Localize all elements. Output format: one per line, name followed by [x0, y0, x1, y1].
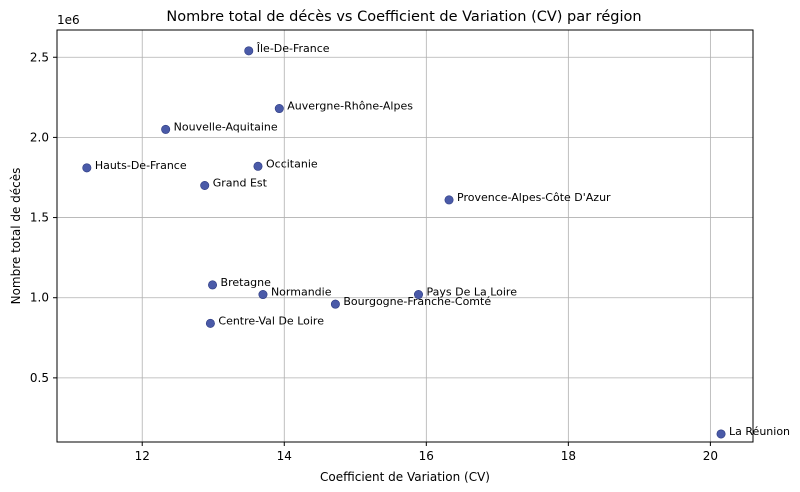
points-layer: Île-De-France Auvergne-Rhône-Alpes Nouvell… — [82, 42, 790, 439]
data-point — [205, 318, 215, 328]
grid-layer — [57, 30, 753, 442]
data-point — [330, 299, 340, 309]
point-label: Normandie — [271, 286, 332, 299]
x-tick-label: 18 — [561, 449, 576, 463]
point-label: Pays De La Loire — [426, 286, 517, 299]
data-point — [200, 181, 210, 191]
y-offset-label: 1e6 — [57, 13, 80, 27]
y-tick-label: 1.0 — [30, 291, 49, 305]
point-label: La Réunion — [729, 425, 790, 438]
data-point — [413, 290, 423, 300]
x-tick-label: 20 — [703, 449, 718, 463]
point-label: Bretagne — [221, 276, 272, 289]
y-tick-label: 1.5 — [30, 211, 49, 225]
point-label: Hauts-De-France — [95, 159, 187, 172]
y-tick-label: 0.5 — [30, 371, 49, 385]
point-label: Occitanie — [266, 157, 318, 170]
data-point — [244, 46, 254, 56]
plot-frame — [56, 29, 754, 443]
y-tick-label: 2.0 — [30, 130, 49, 144]
point-label: Bourgogne-Franche-Comté — [343, 295, 491, 308]
point-label: Île-De-France — [256, 42, 330, 55]
data-point — [716, 429, 726, 439]
y-tick-label: 2.5 — [30, 50, 49, 64]
x-tick-label: 14 — [277, 449, 292, 463]
x-axis-label: Coefficient de Variation (CV) — [320, 470, 490, 484]
data-point — [258, 290, 268, 300]
point-label: Provence-Alpes-Côte D'Azur — [457, 191, 611, 204]
x-tick-label: 16 — [419, 449, 434, 463]
ticks-layer: 12 14 16 18 20 0.5 1.0 1.5 2.0 2.5 — [30, 50, 718, 463]
point-label: Centre-Val De Loire — [218, 314, 324, 327]
data-point — [208, 280, 218, 290]
data-point — [274, 104, 284, 114]
y-axis-label: Nombre total de décès — [9, 168, 23, 305]
point-label: Nouvelle-Aquitaine — [174, 120, 278, 133]
point-label: Auvergne-Rhône-Alpes — [287, 100, 413, 113]
data-point — [161, 124, 171, 134]
data-point — [444, 195, 454, 205]
data-point — [82, 163, 92, 173]
point-label: Grand Est — [213, 177, 268, 190]
data-point — [253, 161, 263, 171]
x-tick-label: 12 — [135, 449, 150, 463]
chart-title: Nombre total de décès vs Coefficient de … — [166, 9, 641, 25]
